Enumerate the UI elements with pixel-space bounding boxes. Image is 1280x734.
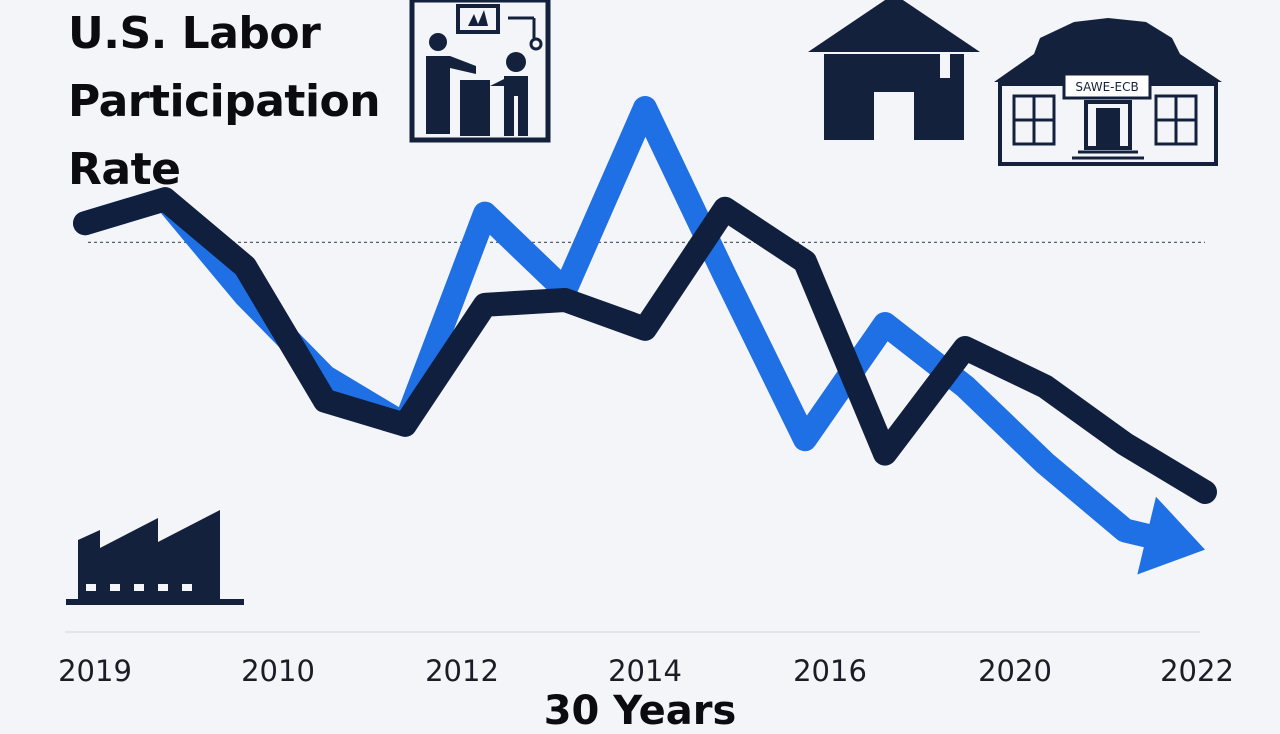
title-line-1: U.S. Labor	[68, 8, 321, 59]
x-tick-label: 2019	[58, 654, 132, 688]
x-tick-label: 2016	[793, 654, 867, 688]
x-tick-label: 2020	[978, 654, 1052, 688]
series-line-2	[73, 187, 1217, 504]
title-line-3: Rate	[68, 144, 181, 195]
factory-icon	[66, 510, 244, 605]
house-icon	[808, 0, 980, 140]
x-axis-label: 30 Years	[543, 688, 737, 734]
x-tick-labels: 2019 2010 2012 2014 2016 2020 2022	[58, 654, 1234, 688]
series-arrowhead	[1137, 496, 1205, 575]
series-layer	[73, 96, 1217, 575]
x-tick-label: 2012	[425, 654, 499, 688]
x-tick-label: 2010	[241, 654, 315, 688]
title-line-2: Participation	[68, 76, 381, 127]
x-tick-label: 2014	[608, 654, 682, 688]
x-tick-label: 2022	[1160, 654, 1234, 688]
office-meeting-icon	[409, 0, 551, 143]
school-building-icon: SAWE-ECB	[994, 18, 1222, 166]
chart-title: U.S. Labor Participation Rate	[68, 0, 408, 204]
building-sign: SAWE-ECB	[1075, 80, 1138, 94]
